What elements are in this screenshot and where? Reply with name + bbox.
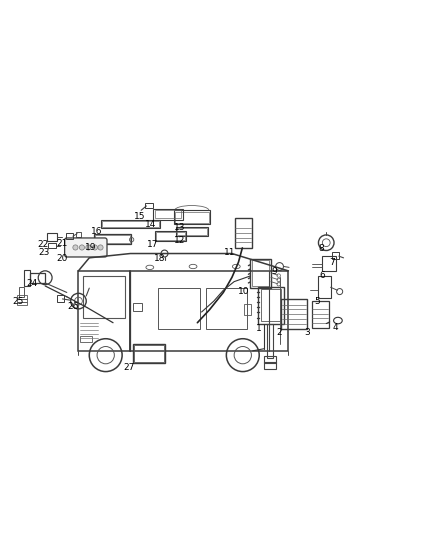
Bar (268, 324, 272, 358)
Bar (134, 345, 164, 362)
Bar (101, 220, 160, 228)
Text: 15: 15 (134, 212, 145, 221)
Bar (57, 295, 64, 302)
Bar (318, 276, 331, 297)
Circle shape (73, 245, 78, 250)
Bar (83, 276, 125, 318)
Text: 20: 20 (56, 254, 67, 263)
Text: 11: 11 (224, 248, 235, 257)
Bar (48, 243, 56, 248)
Bar (258, 287, 284, 324)
Circle shape (79, 245, 85, 250)
Circle shape (98, 245, 103, 250)
Bar (156, 232, 185, 240)
Text: 6: 6 (319, 271, 325, 280)
Bar (102, 221, 159, 227)
Bar (30, 272, 45, 283)
Bar (153, 209, 183, 220)
Text: 10: 10 (238, 287, 250, 296)
Bar (261, 289, 281, 321)
Text: 4: 4 (333, 322, 339, 332)
Bar (155, 211, 181, 219)
Bar (17, 295, 27, 298)
Text: 2: 2 (277, 328, 283, 337)
Bar (133, 344, 165, 364)
Bar (76, 232, 81, 237)
Bar (175, 212, 209, 223)
Bar (66, 233, 73, 239)
Bar (155, 231, 186, 240)
Bar (252, 261, 269, 286)
Text: 19: 19 (85, 244, 96, 253)
Bar (80, 336, 92, 342)
Bar (322, 256, 336, 271)
Text: 16: 16 (91, 228, 103, 237)
Bar (17, 299, 27, 302)
Bar (78, 271, 131, 351)
Bar (177, 228, 207, 236)
Text: 21: 21 (56, 239, 67, 248)
Text: 1: 1 (256, 324, 261, 333)
Text: 22: 22 (38, 240, 49, 249)
Text: 13: 13 (173, 223, 185, 232)
Circle shape (86, 245, 91, 250)
Bar (24, 270, 31, 286)
Bar (264, 357, 276, 362)
Bar (173, 211, 210, 224)
Bar (47, 233, 57, 241)
Text: 7: 7 (329, 257, 335, 266)
Bar (95, 234, 131, 244)
Bar (311, 301, 329, 328)
Bar (17, 302, 27, 305)
Bar (145, 203, 153, 208)
Bar (67, 240, 105, 255)
Text: 9: 9 (272, 267, 277, 276)
Bar (176, 227, 208, 236)
Text: 12: 12 (173, 236, 185, 245)
Bar (159, 288, 200, 329)
Text: 18: 18 (154, 254, 165, 263)
Bar (244, 304, 251, 315)
Text: 5: 5 (315, 297, 321, 306)
Text: 23: 23 (39, 248, 50, 257)
Bar (332, 252, 339, 259)
Text: 25: 25 (13, 297, 24, 306)
Bar (235, 219, 252, 248)
Circle shape (92, 245, 98, 250)
Text: 24: 24 (27, 279, 38, 288)
Bar (131, 271, 288, 351)
FancyBboxPatch shape (65, 238, 107, 257)
Text: 17: 17 (147, 240, 158, 249)
Bar (264, 361, 276, 368)
Bar (250, 259, 271, 288)
Bar (134, 303, 142, 311)
Bar (206, 288, 247, 329)
Text: 14: 14 (145, 220, 157, 229)
Bar (19, 287, 25, 297)
Text: 27: 27 (124, 363, 135, 372)
Text: 3: 3 (304, 328, 310, 337)
Text: 8: 8 (318, 244, 325, 253)
Text: 26: 26 (67, 302, 79, 311)
Bar (95, 235, 130, 243)
Bar (281, 298, 307, 329)
